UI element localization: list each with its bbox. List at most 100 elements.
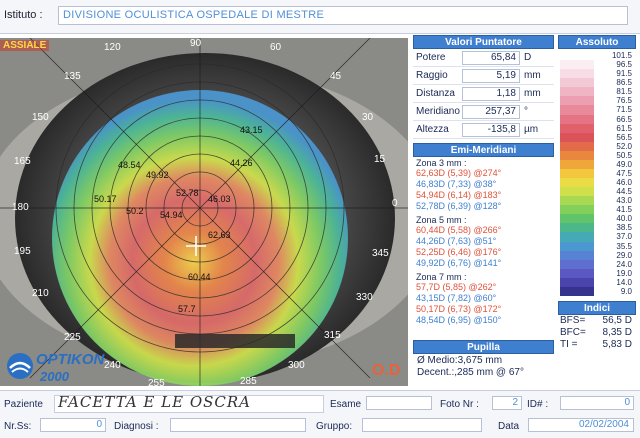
scale-value: 96.5 [616,60,632,70]
diagnosis-field[interactable] [170,418,306,432]
institute-field[interactable]: DIVISIONE OCULISTICA OSPEDALE DI MESTRE [58,6,628,25]
pointer-key: Raggio [416,70,448,81]
date-field[interactable]: 02/02/2004 [528,418,634,432]
pointer-unit: ° [524,106,528,117]
zone-7mm: Zona 7 mm : 57,7D (5,85) @262° 43,15D (7… [413,271,554,328]
index-key: BFS= [560,315,586,326]
scale-value: 9.0 [620,286,632,296]
scale-value: 38.5 [616,223,632,233]
index-key: BFC= [560,327,586,338]
scale-swatch [560,286,594,296]
map-value: 50.2 [126,206,144,216]
scale-swatch [560,168,594,179]
pointer-row: Raggio 5,19 mm [413,67,554,85]
logo-year: 2000 [40,369,69,384]
exam-label: Esame [330,399,362,410]
map-mode-label: ASSIALE [0,40,50,51]
scale-value: 24.0 [616,259,632,269]
scale-swatch [560,259,594,269]
pointer-key: Altezza [416,124,449,135]
pointer-row: Distanza 1,18 mm [413,85,554,103]
scale-swatch [560,150,594,160]
group-field[interactable] [362,418,482,432]
scale-swatch [560,105,594,115]
group-label: Gruppo: [316,421,353,432]
scale-swatch [560,205,594,215]
meridian-label: 0 [392,198,398,209]
pointer-value: -135,8 [462,123,520,137]
map-value: 52.78 [176,188,199,198]
scale-value: 61.5 [616,123,632,133]
map-value: 60.44 [188,272,211,282]
scale-value: 46.0 [616,178,632,188]
pointer-unit: D [524,52,532,63]
scale-swatch [560,69,594,79]
scale-swatch [560,214,594,224]
color-scale-title: Assoluto [558,35,636,49]
pointer-values-panel: Valori Puntatore Potere 65,84 D Raggio 5… [413,35,554,328]
pupil-diameter: Ø Medio:3,675 mm [417,355,503,366]
scale-swatch [560,60,594,70]
date-label: Data [498,421,520,432]
id-label: ID# : [527,399,549,410]
meridian-label: 330 [356,292,373,303]
map-value: 46.03 [208,194,231,204]
photo-number-field[interactable]: 2 [492,396,522,410]
scale-value: 47.5 [616,168,632,178]
meridian-label: 255 [148,378,165,386]
meridian-label: 90 [190,38,202,49]
index-row: TI = 5,83 D [558,339,636,351]
index-key: TI = [560,339,578,350]
indices-title: Indici [558,301,636,315]
zone-item: 54,94D (6,14) @183° [416,190,502,200]
map-value: 54.94 [160,210,183,220]
meridian-label: 195 [14,246,31,257]
patient-footer: Paziente FACETTA E LE OSCRA Esame Foto N… [0,390,640,438]
scale-swatch [560,96,594,106]
topography-map[interactable]: 120 90 60 135 45 150 30 165 15 180 0 195… [0,38,408,386]
scale-value: 66.5 [616,114,632,124]
zone-item: 48,54D (6,95) @150° [416,315,502,325]
map-value: 44.26 [230,158,253,168]
nrss-label: Nr.Ss: [4,421,32,432]
scale-swatch [560,123,594,133]
nrss-field[interactable]: 0 [40,418,106,432]
scale-swatch [560,196,594,206]
patient-field[interactable]: FACETTA E LE OSCRA [54,395,324,413]
pointer-value: 257,37 [462,105,520,119]
zone-item: 52,25D (6,46) @176° [416,247,502,257]
scale-value: 91.5 [616,69,632,79]
zone-item: 52,78D (6,39) @128° [416,201,502,211]
scale-swatch [560,87,594,97]
scale-swatch [560,51,594,61]
zone-item: 57,7D (5,85) @262° [416,282,497,292]
scale-swatch [560,114,594,124]
scale-swatch [560,277,594,287]
meridian-label: 120 [104,42,121,53]
map-value: 57.7 [178,304,196,314]
pointer-key: Distanza [416,88,455,99]
zone-item: 46,83D (7,33) @38° [416,179,497,189]
meridian-label: 300 [288,360,305,371]
emi-meridians-title: Emi-Meridiani [413,143,554,157]
exam-field[interactable] [366,396,432,410]
scale-value: 19.0 [616,268,632,278]
scale-value: 41.5 [616,205,632,215]
meridian-label: 15 [374,154,386,165]
meridian-lines [0,38,408,386]
pointer-key: Meridiano [416,106,460,117]
scale-value: 76.5 [616,96,632,106]
pointer-unit: µm [524,124,539,135]
pointer-row: Potere 65,84 D [413,49,554,67]
pointer-key: Potere [416,52,446,63]
scale-swatch [560,159,594,169]
map-value: 49.92 [146,170,169,180]
zone-item: 60,44D (5,58) @266° [416,225,502,235]
eye-side-label: O.D [372,362,401,379]
institute-label: Istituto : [4,9,43,21]
scale-value: 14.0 [616,277,632,287]
id-field[interactable]: 0 [560,396,634,410]
pointer-unit: mm [524,88,541,99]
meridian-label: 45 [330,71,342,82]
zone-item: 50,17D (6,73) @172° [416,304,502,314]
